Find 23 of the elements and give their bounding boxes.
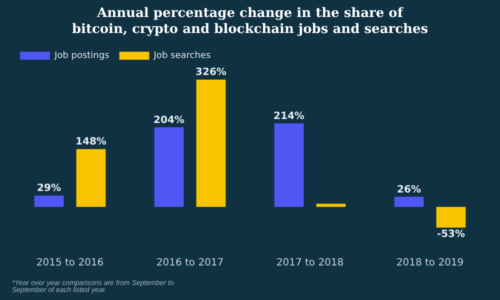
x-tick-label: 2017 to 2018 (276, 258, 344, 269)
x-tick-label: 2016 to 2017 (156, 258, 224, 269)
x-tick-label: 2015 to 2016 (36, 258, 104, 269)
data-label: 29% (37, 183, 61, 194)
data-label: 26% (397, 184, 421, 196)
data-label: 148% (76, 136, 106, 148)
bar (274, 123, 304, 207)
bar (76, 149, 106, 207)
bar (436, 206, 466, 228)
bar (394, 196, 424, 207)
bar (34, 196, 64, 207)
text: Annual percentage change in the share of (97, 6, 403, 22)
data-label: 326% (196, 67, 226, 78)
data-label: -53% (436, 229, 466, 240)
bar (196, 80, 226, 207)
x-tick-label: 2018 to 2019 (396, 258, 464, 269)
legend-label: Job searches (152, 51, 211, 62)
text: bitcoin, crypto and blockchain jobs and searches (72, 22, 428, 37)
legend-label: Job postings (54, 51, 110, 62)
bar (316, 204, 346, 207)
bar (154, 127, 184, 207)
data-label: 204% (154, 114, 184, 126)
data-label: 214% (274, 110, 304, 122)
